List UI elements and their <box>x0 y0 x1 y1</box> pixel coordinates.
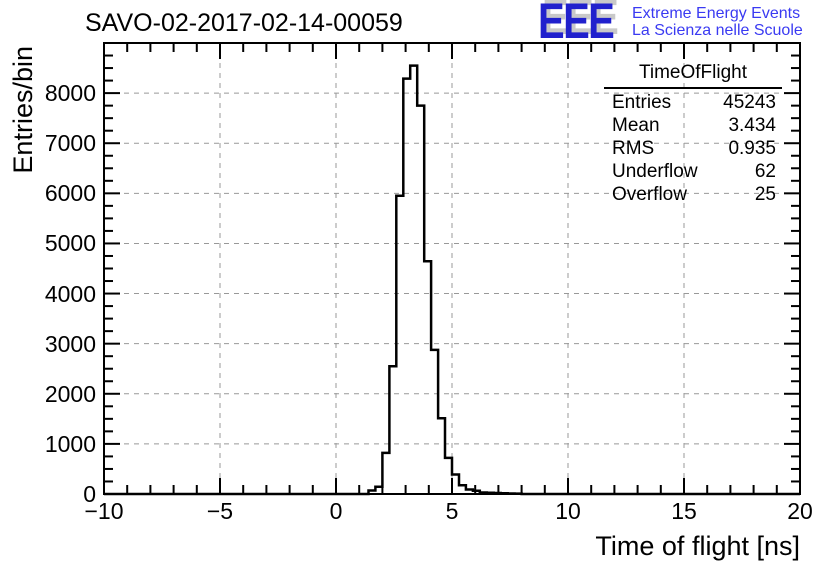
stat-label: RMS <box>612 138 655 159</box>
stats-row-underflow: Underflow 62 <box>612 160 776 183</box>
gridlines <box>104 43 800 494</box>
y-tick-label: 2000 <box>44 380 96 407</box>
stat-label: Entries <box>612 92 672 113</box>
y-tick-label: 8000 <box>44 80 96 107</box>
stats-rows: Entries 45243 Mean 3.434 RMS 0.935 Under… <box>604 89 782 206</box>
page-title: SAVO-02-2017-02-14-00059 <box>85 9 403 37</box>
stats-title: TimeOfFlight <box>604 62 782 89</box>
stats-row-entries: Entries 45243 <box>612 91 776 114</box>
eee-logo-icon: EEE <box>538 0 615 49</box>
eee-logo-text: Extreme Energy Events La Scienza nelle S… <box>632 5 803 39</box>
stat-value: 25 <box>754 184 776 205</box>
x-axis-title: Time of flight [ns] <box>595 531 800 561</box>
stats-row-rms: RMS 0.935 <box>612 137 776 160</box>
y-tick-label: 5000 <box>44 230 96 257</box>
x-tick-label: 5 <box>445 498 459 524</box>
y-axis-title: Entries/bin <box>8 46 38 174</box>
plot-frame-and-ticks <box>103 42 801 495</box>
y-tick-label: 7000 <box>44 130 96 157</box>
y-tick-label: 0 <box>83 481 96 507</box>
y-tick-label: 3000 <box>44 330 96 357</box>
y-tick-label: 4000 <box>44 280 96 307</box>
x-tick-label: 20 <box>787 498 813 524</box>
stats-row-mean: Mean 3.434 <box>612 114 776 137</box>
stats-box: TimeOfFlight Entries 45243 Mean 3.434 RM… <box>604 62 782 206</box>
stat-value: 62 <box>754 161 776 182</box>
x-tick-label: 0 <box>329 498 343 524</box>
x-tick-label: 10 <box>555 498 581 524</box>
stat-label: Overflow <box>612 184 687 205</box>
x-tick-label: −10 <box>84 498 124 524</box>
eee-logo-line2: La Scienza nelle Scuole <box>632 22 803 39</box>
stat-label: Mean <box>612 115 660 136</box>
stat-label: Underflow <box>612 161 698 182</box>
y-tick-label: 6000 <box>44 180 96 207</box>
stat-value: 0.935 <box>728 138 776 159</box>
y-tick-label: 1000 <box>44 430 96 457</box>
stats-row-overflow: Overflow 25 <box>612 183 776 206</box>
stat-value: 3.434 <box>728 115 776 136</box>
eee-logo: EEE Extreme Energy Events La Scienza nel… <box>538 0 834 50</box>
x-tick-label: 15 <box>671 498 697 524</box>
x-tick-label: −5 <box>206 498 234 524</box>
stat-value: 45243 <box>723 92 776 113</box>
eee-logo-line1: Extreme Energy Events <box>632 5 801 22</box>
